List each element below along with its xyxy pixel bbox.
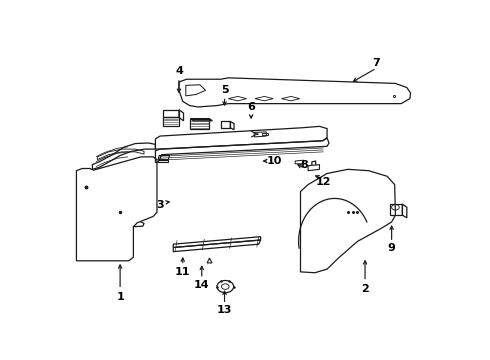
Text: 1: 1 (116, 292, 124, 302)
Text: 7: 7 (372, 58, 380, 68)
Text: 11: 11 (175, 267, 191, 277)
Text: 5: 5 (220, 85, 228, 95)
Text: 2: 2 (361, 284, 369, 293)
Text: 12: 12 (316, 177, 331, 187)
Text: 8: 8 (300, 160, 308, 170)
Text: 14: 14 (194, 280, 210, 290)
Text: 10: 10 (266, 156, 282, 166)
Text: 9: 9 (388, 243, 395, 253)
Text: 4: 4 (175, 66, 183, 76)
Text: 3: 3 (156, 201, 164, 210)
Text: 13: 13 (217, 305, 232, 315)
Text: 6: 6 (247, 102, 255, 112)
